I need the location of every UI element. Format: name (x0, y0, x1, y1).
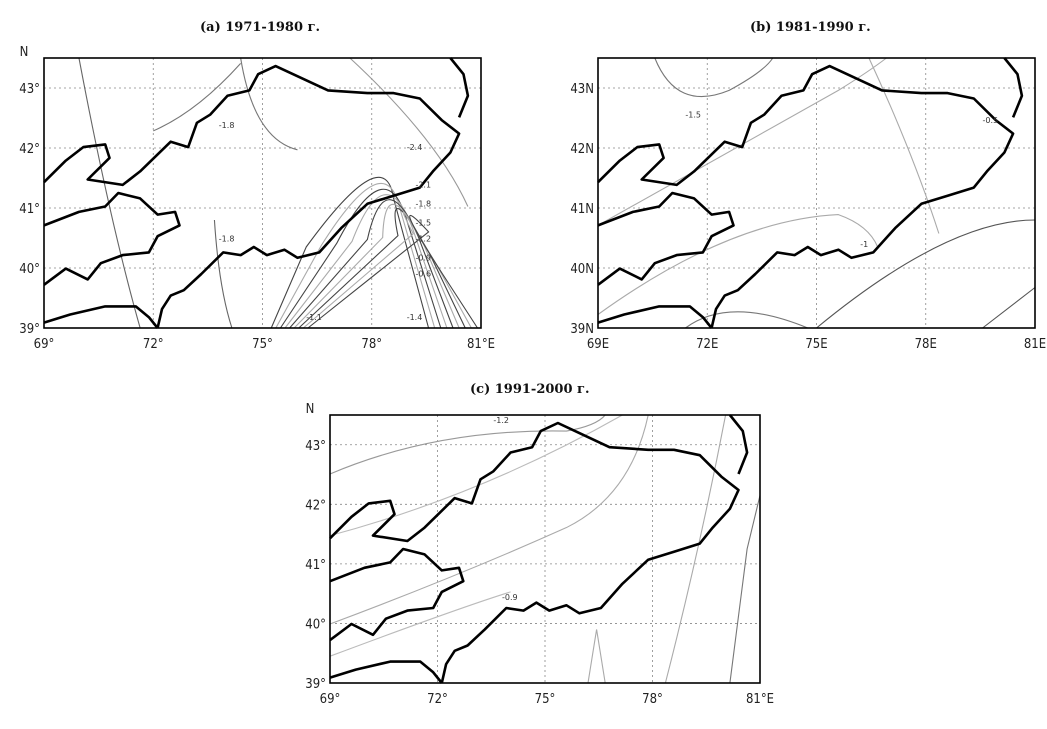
map-body: -1.2 -0.9 69° 72° 75° 78° 81°E 39° 40° 41° 42° 43° N (305, 402, 774, 707)
longitude-tick-label: 72° (143, 337, 164, 352)
border-segment (1003, 57, 1024, 118)
map-a: -1.8 -1.8 -2.4 -2.1 -1.8 -1.5 -1.2 -0.9 -0.6 -1.1… (19, 45, 495, 352)
north-label: N (306, 402, 315, 417)
longitude-tick-label: 69° (320, 692, 341, 707)
contour-line (664, 414, 727, 684)
latitude-tick-label: 39° (19, 322, 40, 337)
latitude-tick-label: 41° (305, 558, 326, 573)
latitude-tick-label: 41N (570, 202, 594, 217)
panel-title-c: (c) 1991-2000 г. (470, 382, 590, 397)
contour-line (213, 219, 233, 329)
longitude-tick-label: 81°E (746, 692, 774, 707)
map-c: -1.2 -0.9 69° 72° 75° 78° 81°E 39° 40° 41° 42° 43° N (305, 402, 774, 707)
contour-label: -2.1 (415, 181, 431, 190)
contour-line (729, 495, 761, 684)
country-border (597, 64, 1015, 329)
map-body: -1.8 -1.8 -2.4 -2.1 -1.8 -1.5 -1.2 -0.9 -0.6 -1.1… (19, 45, 495, 352)
contour-label: -2.4 (407, 143, 423, 152)
contour-line (816, 219, 1036, 329)
contour-label: -0.9 (415, 254, 431, 263)
map-body: -1.5 -0.5 -1 69E 72E 75E 78E 81E 39N 40N 41N 42N 43N (570, 57, 1046, 352)
border-segment (43, 191, 181, 286)
contour-label: -0.6 (415, 270, 431, 279)
contour-line (240, 57, 298, 151)
contour-line (275, 182, 436, 329)
contour-line (868, 57, 940, 234)
contour-line (279, 188, 442, 329)
longitude-tick-label: 75E (805, 337, 827, 352)
latitude-tick-label: 40° (305, 617, 326, 632)
longitude-tick-label: 78° (642, 692, 663, 707)
contour-line (349, 57, 469, 207)
contour-line (329, 414, 606, 475)
latitude-tick-label: 39° (305, 677, 326, 692)
longitude-tick-label: 78E (915, 337, 937, 352)
contour-label: -1.8 (219, 121, 235, 130)
contour-label: -1.1 (306, 313, 322, 322)
map-b: -1.5 -0.5 -1 69E 72E 75E 78E 81E 39N 40N 41N 42N 43N (570, 57, 1046, 352)
contour-line (597, 214, 879, 315)
map-panel-c: (c) 1991-2000 г. -1.2 -0.9 69° 72° 75° 78° 81°… (260, 370, 820, 729)
latitude-tick-label: 42° (305, 498, 326, 513)
north-label: N (20, 45, 29, 60)
latitude-tick-label: 43° (19, 82, 40, 97)
longitude-tick-label: 75° (252, 337, 273, 352)
border-segment (329, 660, 443, 684)
map-frame (597, 57, 1036, 329)
border-segment (728, 414, 749, 475)
longitude-tick-label: 69E (587, 337, 609, 352)
border-segment (597, 305, 713, 329)
latitude-tick-label: 42° (19, 142, 40, 157)
contour-label: -1.4 (407, 313, 423, 322)
longitude-tick-label: 72° (427, 692, 448, 707)
contour-line (654, 57, 774, 98)
contour-label: -1.5 (415, 218, 431, 227)
contour-line (685, 311, 808, 329)
longitude-tick-label: 75° (535, 692, 556, 707)
country-border (43, 64, 461, 329)
country-border (329, 421, 740, 684)
contour-line (307, 214, 478, 329)
latitude-tick-label: 40° (19, 262, 40, 277)
contour-line (587, 629, 606, 684)
latitude-tick-label: 42N (570, 142, 594, 157)
contour-line (329, 414, 649, 625)
contour-label: -1.8 (219, 235, 235, 244)
border-segment (449, 57, 470, 118)
panel-title-b: (b) 1981-1990 г. (750, 20, 871, 35)
longitude-tick-label: 81°E (467, 337, 495, 352)
map-panel-a: (a) 1971-1980 г. -1.8 -1.8 -2.4 -2.1 -1.8 -1.… (0, 0, 520, 370)
contour-line (270, 176, 430, 329)
border-segment (43, 305, 159, 329)
latitude-tick-label: 43N (570, 82, 594, 97)
map-frame (329, 414, 761, 684)
longitude-tick-label: 72E (696, 337, 718, 352)
longitude-tick-label: 69° (34, 337, 55, 352)
border-segment (597, 191, 735, 286)
latitude-tick-label: 43° (305, 439, 326, 454)
contour-label: -0.9 (502, 593, 518, 602)
latitude-tick-label: 40N (570, 262, 594, 277)
contour-line (597, 57, 887, 226)
contour-label: -1.2 (493, 416, 509, 425)
latitude-tick-label: 39N (570, 322, 594, 337)
contour-line (982, 287, 1036, 329)
border-segment (329, 547, 465, 642)
longitude-tick-label: 81E (1024, 337, 1046, 352)
latitude-tick-label: 41° (19, 202, 40, 217)
map-panel-b: (b) 1981-1990 г. -1.5 -0.5 -1 69E 72E 75E 78E 8… (520, 0, 1047, 370)
contour-line (78, 57, 141, 329)
contour-label: -1.5 (685, 110, 701, 119)
contour-label: -1 (860, 240, 868, 249)
longitude-tick-label: 78° (361, 337, 382, 352)
contour-label: -1.2 (415, 235, 431, 244)
contour-label: -1.8 (415, 200, 431, 209)
contour-label: -0.5 (983, 116, 999, 125)
map-frame (43, 57, 482, 329)
contour-line (153, 63, 242, 132)
panel-title-a: (a) 1971-1980 г. (200, 20, 321, 35)
contour-line (329, 591, 511, 657)
